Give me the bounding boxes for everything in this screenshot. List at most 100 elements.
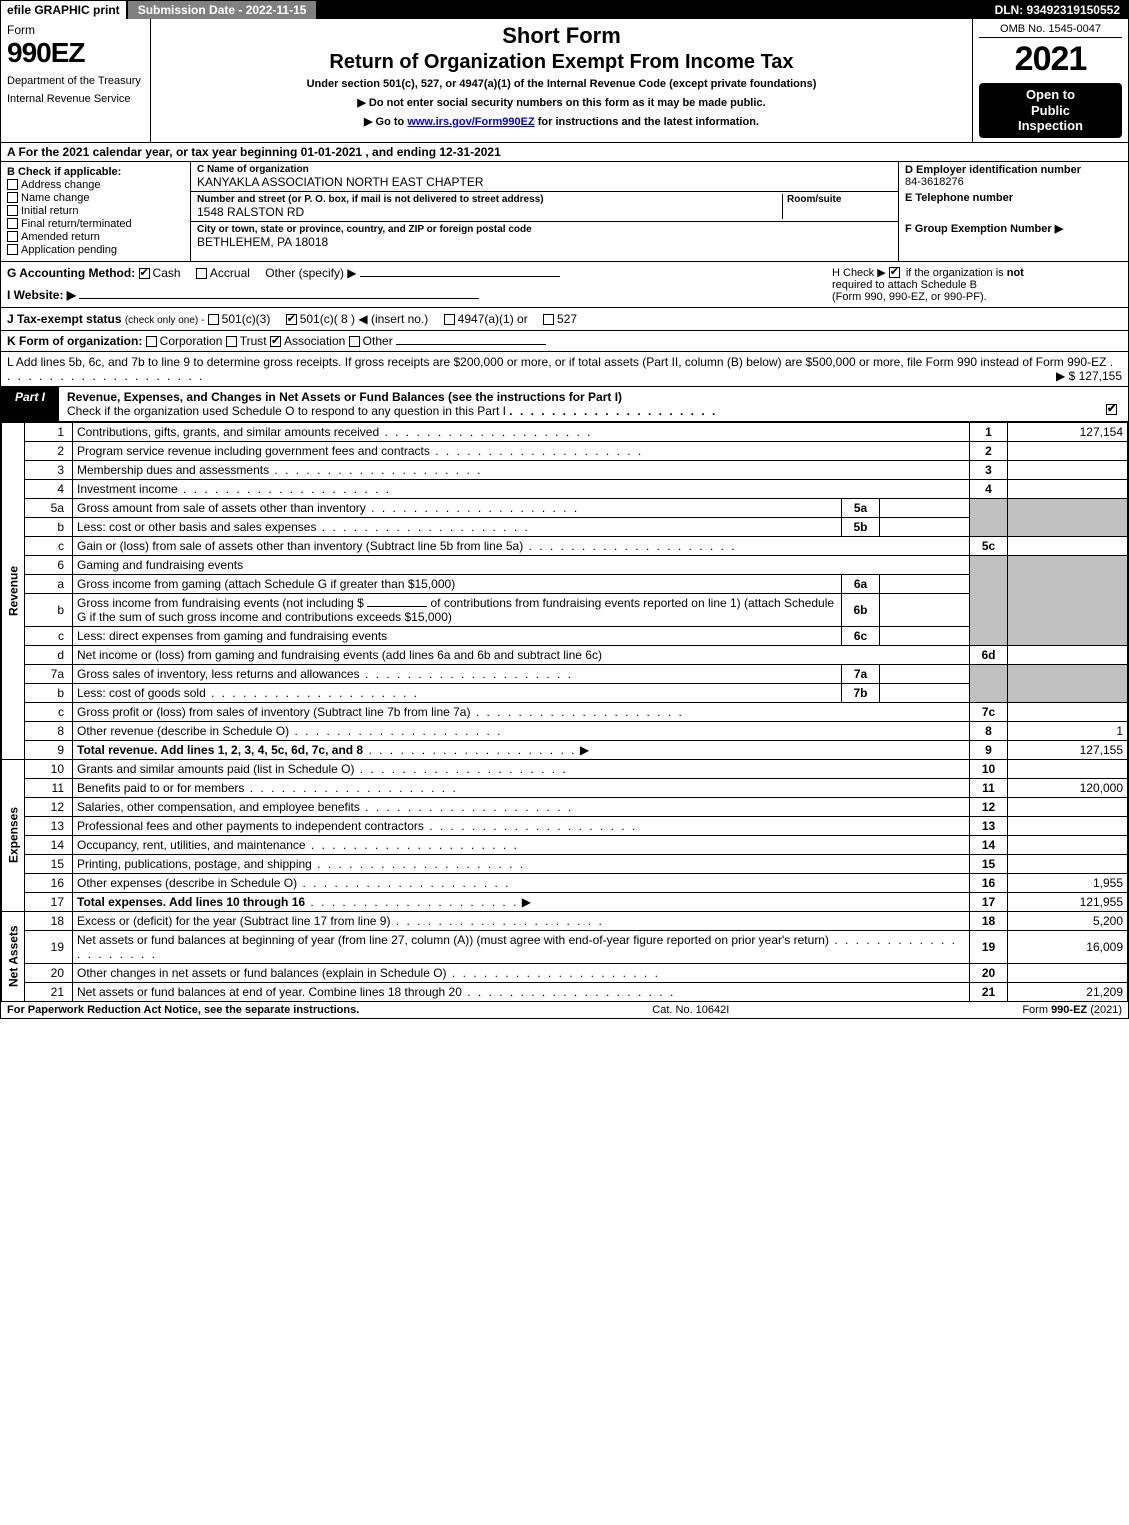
l17-desc: Total expenses. Add lines 10 through 16 xyxy=(77,895,305,909)
l4-desc: Investment income xyxy=(77,482,178,496)
l15-num: 15 xyxy=(970,854,1008,873)
k-o4: Other xyxy=(363,334,393,348)
l14-amt xyxy=(1008,835,1128,854)
omb-number: OMB No. 1545-0047 xyxy=(979,23,1122,38)
dept-treasury: Department of the Treasury xyxy=(7,75,144,87)
line-6: 6 Gaming and fundraising events xyxy=(2,555,1128,574)
l12-desc: Salaries, other compensation, and employ… xyxy=(77,800,360,814)
form-ref: Form 990-EZ (2021) xyxy=(1022,1004,1122,1016)
l11-no: 11 xyxy=(25,778,73,797)
chk-label-2: Initial return xyxy=(21,205,78,217)
part1-check-note: Check if the organization used Schedule … xyxy=(67,404,506,418)
k-o3: Association xyxy=(284,334,345,348)
l3-amt xyxy=(1008,460,1128,479)
dots-icon xyxy=(297,876,510,890)
checkbox-icon xyxy=(7,218,18,229)
l7c-no: c xyxy=(25,702,73,721)
k-other[interactable]: Other xyxy=(349,334,393,348)
part1-table: Revenue 1 Contributions, gifts, grants, … xyxy=(1,422,1128,1002)
chk-label-1: Name change xyxy=(21,192,90,204)
g-other-option[interactable]: Other (specify) ▶ xyxy=(265,266,560,280)
checkbox-icon xyxy=(349,336,360,347)
line-21: 21 Net assets or fund balances at end of… xyxy=(2,982,1128,1001)
l15-amt xyxy=(1008,854,1128,873)
l16-amt: 1,955 xyxy=(1008,873,1128,892)
checkbox-icon xyxy=(196,268,207,279)
l6d-amt xyxy=(1008,645,1128,664)
line-3: 3 Membership dues and assessments 3 xyxy=(2,460,1128,479)
dept-irs: Internal Revenue Service xyxy=(7,93,144,105)
l17-num: 17 xyxy=(970,892,1008,911)
l13-amt xyxy=(1008,816,1128,835)
l19-num: 19 xyxy=(970,930,1008,963)
l5c-num: 5c xyxy=(970,536,1008,555)
l6c-desc: Less: direct expenses from gaming and fu… xyxy=(77,629,387,643)
chk-label-3: Final return/terminated xyxy=(21,218,132,230)
bcd-section: B Check if applicable: Address change Na… xyxy=(1,162,1128,262)
l6b-inamt xyxy=(880,593,970,626)
k-corp[interactable]: Corporation xyxy=(146,334,223,348)
g-label: G Accounting Method: xyxy=(7,266,135,280)
dots-icon xyxy=(430,444,643,458)
schedule-o-checkbox[interactable] xyxy=(1106,404,1117,415)
l6b-desc1: Gross income from fundraising events (no… xyxy=(77,596,364,610)
l21-desc: Net assets or fund balances at end of ye… xyxy=(77,985,462,999)
l13-num: 13 xyxy=(970,816,1008,835)
l17-amt: 121,955 xyxy=(1008,892,1128,911)
l18-no: 18 xyxy=(25,911,73,930)
l20-no: 20 xyxy=(25,963,73,982)
chk-initial-return[interactable]: Initial return xyxy=(7,205,184,217)
website-input xyxy=(79,298,479,299)
l12-no: 12 xyxy=(25,797,73,816)
l6d-desc: Net income or (loss) from gaming and fun… xyxy=(73,645,970,664)
dots-icon xyxy=(289,724,502,738)
l5b-inamt xyxy=(880,517,970,536)
l6a-desc: Gross income from gaming (attach Schedul… xyxy=(73,574,842,593)
chk-amended-return[interactable]: Amended return xyxy=(7,231,184,243)
j-501c[interactable]: 501(c)( 8 ) ◀ (insert no.) xyxy=(286,312,429,326)
checkbox-icon[interactable] xyxy=(889,267,900,278)
k-other-blank xyxy=(396,344,546,345)
checkbox-icon xyxy=(444,314,455,325)
l3-no: 3 xyxy=(25,460,73,479)
open-line3: Inspection xyxy=(981,118,1120,134)
group-exemption-label: F Group Exemption Number ▶ xyxy=(905,222,1122,235)
chk-address-change[interactable]: Address change xyxy=(7,179,184,191)
j-527[interactable]: 527 xyxy=(543,312,577,326)
chk-name-change[interactable]: Name change xyxy=(7,192,184,204)
part1-title-text: Revenue, Expenses, and Changes in Net As… xyxy=(67,390,622,404)
j-4947[interactable]: 4947(a)(1) or xyxy=(444,312,528,326)
k-assoc[interactable]: Association xyxy=(270,334,345,348)
l6-desc: Gaming and fundraising events xyxy=(73,555,970,574)
l-text: L Add lines 5b, 6c, and 7b to line 9 to … xyxy=(7,355,1106,369)
efile-print-label[interactable]: efile GRAPHIC print xyxy=(1,1,128,19)
g-cash-option[interactable]: Cash xyxy=(139,266,181,280)
irs-link[interactable]: www.irs.gov/Form990EZ xyxy=(407,116,534,128)
chk-label-5: Application pending xyxy=(21,244,117,256)
l2-num: 2 xyxy=(970,441,1008,460)
dots-icon xyxy=(354,762,567,776)
chk-final-return[interactable]: Final return/terminated xyxy=(7,218,184,230)
l7a-no: 7a xyxy=(25,664,73,683)
line-18: Net Assets 18 Excess or (deficit) for th… xyxy=(2,911,1128,930)
dots-icon xyxy=(523,539,736,553)
header-center: Short Form Return of Organization Exempt… xyxy=(151,19,973,142)
g-accrual-label: Accrual xyxy=(210,266,250,280)
l6b-no: b xyxy=(25,593,73,626)
form-990ez-page: efile GRAPHIC print Submission Date - 20… xyxy=(0,0,1129,1019)
open-to-public-box: Open to Public Inspection xyxy=(979,83,1122,138)
l19-amt: 16,009 xyxy=(1008,930,1128,963)
g-accrual-option[interactable]: Accrual xyxy=(196,266,250,280)
chk-application-pending[interactable]: Application pending xyxy=(7,244,184,256)
revenue-sidebar: Revenue xyxy=(2,422,25,759)
j-501c3[interactable]: 501(c)(3) xyxy=(208,312,271,326)
k-trust[interactable]: Trust xyxy=(226,334,267,348)
form-number: 990EZ xyxy=(7,37,144,69)
grey-cell xyxy=(970,498,1008,536)
phone-value xyxy=(905,204,1122,218)
line-13: 13 Professional fees and other payments … xyxy=(2,816,1128,835)
h-not: not xyxy=(1007,267,1024,279)
l11-amt: 120,000 xyxy=(1008,778,1128,797)
line-7b: b Less: cost of goods sold 7b xyxy=(2,683,1128,702)
submission-date-label: Submission Date - 2022-11-15 xyxy=(128,1,319,19)
